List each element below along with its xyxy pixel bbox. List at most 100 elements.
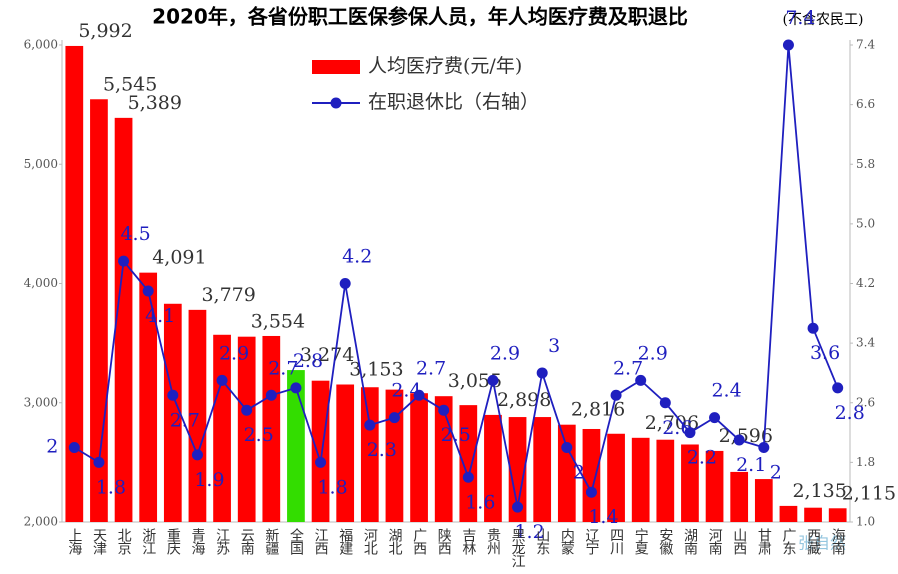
bar-value-label: 3,554 xyxy=(251,311,305,333)
line-point xyxy=(290,382,302,394)
line-point xyxy=(487,374,499,386)
line-value-label: 2.4 xyxy=(711,380,741,402)
line-value-label: 2.3 xyxy=(367,439,397,461)
line-value-label: 7.4 xyxy=(785,7,815,29)
bar xyxy=(385,389,404,522)
x-tick-label: 全国 xyxy=(288,527,304,555)
x-tick-label: 新疆 xyxy=(263,528,279,555)
bar xyxy=(828,508,847,522)
chart-subtitle: (不含农民工) xyxy=(783,12,864,28)
line-value-label: 2 xyxy=(770,461,782,483)
line-point xyxy=(265,389,277,401)
line-point xyxy=(241,404,253,416)
x-tick-label: 天津 xyxy=(91,528,107,555)
bar xyxy=(459,405,478,522)
bar xyxy=(188,309,207,522)
x-tick-label: 吉林 xyxy=(460,528,476,555)
line-point xyxy=(733,434,745,446)
line-value-label: 4.2 xyxy=(342,246,372,268)
y-tick-label: 3,000 xyxy=(24,395,58,409)
x-tick-label: 贵州 xyxy=(485,528,501,555)
y2-tick-label: 7.4 xyxy=(856,38,875,52)
line-value-label: 2 xyxy=(573,461,585,483)
bar xyxy=(410,393,428,522)
x-tick-label: 上海 xyxy=(66,528,82,555)
line-value-label: 2.5 xyxy=(441,424,471,446)
line-value-label: 3 xyxy=(548,335,560,357)
line-value-label: 2.7 xyxy=(268,357,298,379)
x-tick-label: 陕西 xyxy=(436,528,452,555)
line-point xyxy=(364,419,376,431)
legend-label: 在职退休比（右轴） xyxy=(368,91,539,113)
line-point xyxy=(167,389,179,401)
x-tick-label: 广西 xyxy=(411,528,427,555)
bar xyxy=(533,417,552,522)
bar xyxy=(65,45,84,522)
line-point xyxy=(315,456,327,468)
bar-value-label: 5,389 xyxy=(128,92,182,114)
line-value-label: 4.1 xyxy=(145,305,175,327)
x-tick-label: 甘肃 xyxy=(756,528,772,555)
line-point xyxy=(438,404,450,416)
x-tick-label: 青海 xyxy=(189,528,205,555)
line-point xyxy=(142,285,154,297)
bar-value-label: 5,545 xyxy=(103,73,157,95)
legend-marker xyxy=(330,97,342,109)
x-tick-label: 云南 xyxy=(239,528,255,555)
line-point xyxy=(782,39,794,51)
x-tick-label: 江苏 xyxy=(214,528,230,556)
x-tick-label: 河南 xyxy=(707,528,723,555)
legend-label: 人均医疗费(元/年) xyxy=(368,55,522,77)
line-point xyxy=(684,427,696,439)
bar xyxy=(582,428,601,522)
x-tick-label: 山东 xyxy=(534,528,550,555)
bar xyxy=(237,336,256,522)
bar xyxy=(114,117,133,522)
x-tick-label: 浙江 xyxy=(140,528,156,555)
bar xyxy=(754,479,773,522)
x-tick-label: 四川 xyxy=(608,528,624,555)
line-value-label: 1.6 xyxy=(465,491,495,513)
bar xyxy=(681,444,699,522)
x-tick-label: 海南 xyxy=(830,528,846,555)
bar xyxy=(336,384,355,522)
x-tick-label: 黑龙江 xyxy=(510,528,526,568)
line-value-label: 3.6 xyxy=(810,342,840,364)
line-point xyxy=(216,374,228,386)
bar xyxy=(804,507,822,522)
x-tick-label: 重庆 xyxy=(165,528,181,555)
line-value-label: 1.4 xyxy=(588,506,618,528)
bar-value-label: 5,992 xyxy=(78,20,132,42)
bar xyxy=(360,387,379,522)
line-point xyxy=(339,278,351,289)
x-tick-label: 宁夏 xyxy=(633,527,649,555)
bar-value-label: 3,779 xyxy=(201,284,255,306)
line-value-label: 1.8 xyxy=(317,476,347,498)
line-value-label: 2.2 xyxy=(687,447,717,469)
line-point xyxy=(832,382,844,394)
bar-value-label: 2,898 xyxy=(497,389,551,411)
line-value-label: 2.9 xyxy=(638,342,668,364)
chart-title: 2020年，各省份职工医保参保人员，年人均医疗费及职退比 xyxy=(152,5,688,29)
legend-swatch xyxy=(312,60,360,74)
bar xyxy=(779,505,798,522)
line-point xyxy=(191,449,203,461)
x-tick-label: 福建 xyxy=(337,528,353,556)
line-value-label: 1.8 xyxy=(96,476,126,498)
x-tick-label: 湖北 xyxy=(386,528,402,556)
line-point xyxy=(93,456,105,468)
line-point xyxy=(68,441,80,453)
line-value-label: 2.7 xyxy=(613,357,643,379)
bar xyxy=(484,414,502,522)
bar xyxy=(311,380,330,522)
line-point xyxy=(118,255,130,267)
legend: 人均医疗费(元/年) 在职退休比（右轴） xyxy=(312,55,539,113)
y2-tick-label: 5.8 xyxy=(856,157,875,171)
line-point xyxy=(388,412,400,424)
bar xyxy=(434,396,453,522)
line-value-label: 1.9 xyxy=(194,469,224,491)
y2-tick-label: 1.0 xyxy=(856,515,875,529)
y-tick-label: 6,000 xyxy=(24,38,58,52)
x-tick-label: 北京 xyxy=(116,528,132,555)
